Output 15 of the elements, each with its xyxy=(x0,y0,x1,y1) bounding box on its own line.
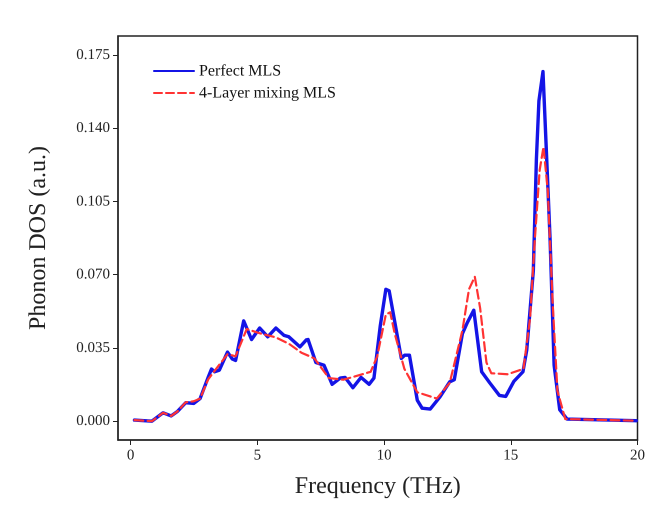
x-tick-label: 5 xyxy=(254,448,262,464)
x-tick-label: 20 xyxy=(630,448,645,464)
x-tick-label: 0 xyxy=(126,448,134,464)
y-axis-title: Phonon DOS (a.u.) xyxy=(25,146,51,330)
y-tick-label: 0.140 xyxy=(76,120,110,136)
legend-label: Perfect MLS xyxy=(199,62,282,80)
x-tick-label: 10 xyxy=(376,448,392,464)
legend-label: 4-Layer mixing MLS xyxy=(199,84,336,102)
x-axis-title: Frequency (THz) xyxy=(294,473,461,499)
y-tick-label: 0.000 xyxy=(76,413,110,430)
y-tick-label: 0.035 xyxy=(76,340,110,356)
y-tick-label: 0.070 xyxy=(76,266,110,283)
x-tick-label: 15 xyxy=(503,448,518,464)
y-tick-label: 0.175 xyxy=(76,46,110,63)
y-tick-label: 0.105 xyxy=(76,193,110,210)
